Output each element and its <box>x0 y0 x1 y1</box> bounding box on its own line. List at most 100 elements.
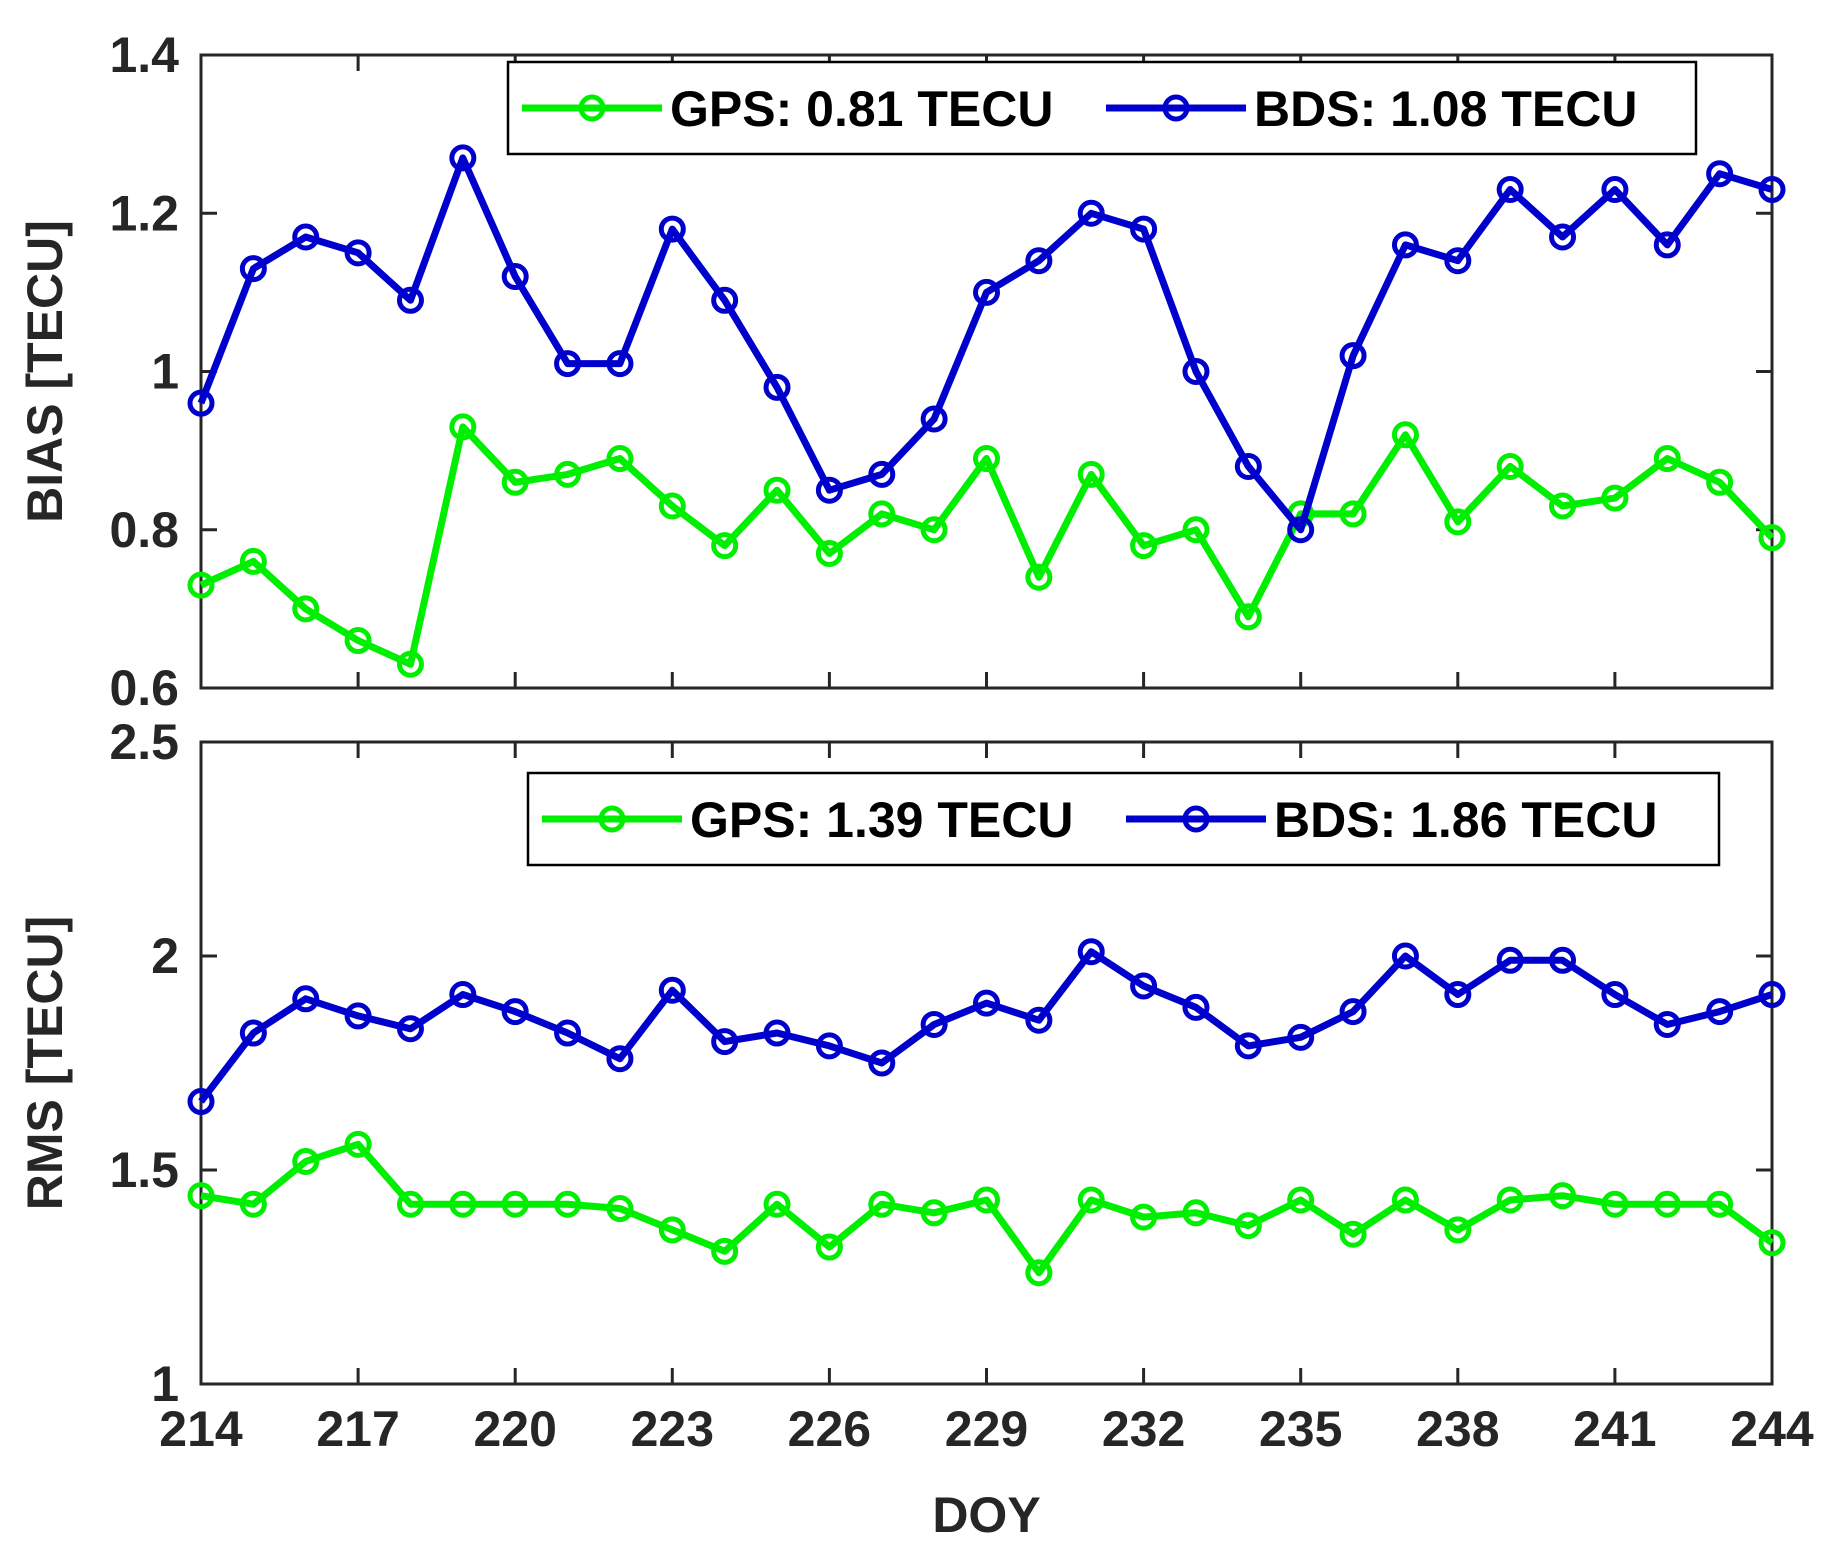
bias-bds-point <box>1496 176 1524 204</box>
bias-plot-frame <box>199 53 1774 690</box>
bias-gps-point <box>501 468 529 496</box>
rms-gps-point <box>1077 1186 1105 1214</box>
rms-plot-frame <box>199 740 1774 1386</box>
bias-y-tick-label: 1 <box>151 344 179 400</box>
legend-text-bds: BDS: 1.86 TECU <box>1274 792 1657 848</box>
bias-bds-point <box>554 350 582 378</box>
bias-bds-point <box>501 263 529 291</box>
rms-legend-bds: BDS: 1.86 TECU <box>1126 792 1657 848</box>
bias-y-tick-label: 1.2 <box>109 185 179 241</box>
bias-legend-box <box>506 60 1698 156</box>
legend-marker-gps <box>578 94 606 122</box>
bias-gps-point <box>344 627 372 655</box>
rms-gps-point <box>344 1130 372 1158</box>
rms-panel: 11.522.5 214 217 220 223 226 229 232 235 238 241 2… <box>17 714 1814 1543</box>
bias-gps-point <box>1444 508 1472 536</box>
rms-bds-point <box>292 985 320 1013</box>
bias-gps-point <box>1130 532 1158 560</box>
rms-bds-point <box>1182 993 1210 1021</box>
bias-gps-point <box>449 413 477 441</box>
bias-series-layer <box>187 144 1786 678</box>
legend-text-gps: GPS: 0.81 TECU <box>670 81 1053 137</box>
bias-gps-line <box>199 423 1775 668</box>
bias-bds-point <box>396 286 424 314</box>
bias-gps-point <box>239 547 267 575</box>
bias-bds-point <box>1130 215 1158 243</box>
bias-bds-point <box>1077 199 1105 227</box>
bias-y-tick-label: 0.8 <box>109 502 179 558</box>
legend-text-bds: BDS: 1.08 TECU <box>1254 81 1637 137</box>
bias-bds-point <box>1549 223 1577 251</box>
rms-gps-point <box>1287 1186 1315 1214</box>
bias-gps-point <box>606 445 634 473</box>
rms-bds-point <box>1653 1010 1681 1038</box>
bias-gps-point <box>1496 452 1524 480</box>
rms-gps-point <box>449 1190 477 1218</box>
rms-gps-point <box>973 1186 1000 1214</box>
bias-legend: GPS: 0.81 TECU BDS: 1.08 TECU <box>506 60 1698 156</box>
bias-bds-point <box>815 476 843 504</box>
rms-gps-point <box>1549 1182 1577 1210</box>
rms-bds-point <box>868 1049 896 1077</box>
rms-bds-point <box>1601 981 1629 1009</box>
bias-gps-point <box>1025 563 1053 591</box>
bias-bds-point <box>1601 176 1629 204</box>
rms-y-tick-label: 2 <box>151 928 179 984</box>
bias-gps-point <box>1077 460 1105 488</box>
rms-bds-point <box>187 1088 215 1116</box>
rms-gps-point <box>1706 1190 1734 1218</box>
rms-legend-gps: GPS: 1.39 TECU <box>542 792 1073 848</box>
rms-bds-point <box>711 1028 739 1056</box>
rms-gps-point <box>187 1182 215 1210</box>
bias-y-tick-label: 0.6 <box>109 660 179 716</box>
bias-bds-line <box>197 154 1774 534</box>
doy-x-tick-label: 244 <box>1730 1401 1814 1457</box>
bias-gps-point <box>658 492 686 520</box>
bias-gps-point <box>554 460 582 488</box>
legend-marker-gps <box>598 805 626 833</box>
rms-gps-point <box>1025 1259 1053 1287</box>
rms-y-tick-label: 2.5 <box>109 714 179 770</box>
rms-gps-point <box>763 1190 791 1218</box>
doy-x-tick-label: 238 <box>1416 1401 1499 1457</box>
bias-bds-point <box>920 405 948 433</box>
bias-bds-point <box>1287 516 1315 544</box>
rms-bds-point <box>763 1019 791 1047</box>
bias-bds-point <box>763 373 791 401</box>
rms-gps-point <box>1758 1229 1786 1257</box>
rms-bds-point <box>449 981 477 1009</box>
bias-gps-point <box>973 445 1000 473</box>
rms-bds-point <box>1287 1023 1315 1051</box>
bias-y-tick-label: 1.4 <box>109 27 179 83</box>
rms-bds-point <box>396 1015 424 1043</box>
rms-x-ticks: 214 217 220 223 226 229 232 235 238 241 244 <box>159 742 1814 1457</box>
legend-text-gps: GPS: 1.39 TECU <box>690 792 1073 848</box>
bias-bds-point <box>1444 247 1472 275</box>
rms-legend-box <box>526 771 1721 867</box>
rms-gps-point <box>554 1190 582 1218</box>
rms-bds-point <box>554 1019 582 1047</box>
bias-gps-point <box>711 532 739 560</box>
bias-y-axis-label: BIAS [TECU] <box>17 220 73 523</box>
bias-y-ticks: 0.6 0.8 1 1.2 1.4 <box>109 27 1772 716</box>
rms-bds-point <box>1077 938 1105 966</box>
legend-marker-bds <box>1182 805 1210 833</box>
bias-bds-point <box>973 278 1000 306</box>
rms-bds-point <box>501 998 529 1026</box>
bias-gps-point <box>1234 603 1262 631</box>
bias-bds-point <box>606 350 634 378</box>
rms-bds-point <box>1234 1032 1262 1060</box>
bias-gps-point <box>1339 500 1367 528</box>
rms-gps-point <box>1444 1216 1472 1244</box>
bias-bds-point <box>868 460 896 488</box>
rms-bds-point <box>239 1019 267 1047</box>
rms-gps-point <box>606 1195 634 1223</box>
rms-gps-point <box>711 1237 739 1265</box>
rms-gps-point <box>868 1190 896 1218</box>
rms-bds-point <box>1130 972 1158 1000</box>
doy-x-axis-label: DOY <box>932 1487 1040 1543</box>
doy-x-tick-label: 214 <box>159 1401 243 1457</box>
rms-bds-point <box>658 976 686 1004</box>
bias-bds-point <box>1234 452 1262 480</box>
